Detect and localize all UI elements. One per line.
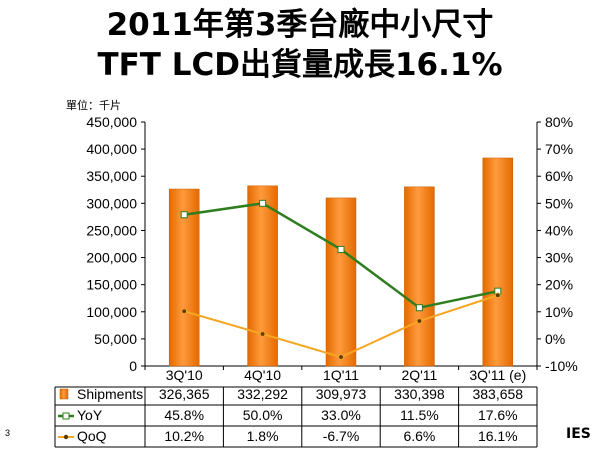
table-value-yoy: 17.6% xyxy=(478,407,518,423)
y-left-tick-label: 400,000 xyxy=(86,141,137,157)
y-right-tick-label: -10% xyxy=(545,358,578,374)
table-value-shipments: 330,398 xyxy=(394,386,445,402)
bar-shipments xyxy=(482,157,514,367)
table-value-yoy: 50.0% xyxy=(243,407,283,423)
legend-key-yoy-marker xyxy=(62,412,70,420)
legend-label-qoq: QoQ xyxy=(77,428,107,444)
point-yoy xyxy=(337,245,345,253)
y-right-tick-label: 0% xyxy=(545,331,565,347)
y-left-tick-label: 150,000 xyxy=(86,277,137,293)
table-value-qoq: 16.1% xyxy=(478,428,518,444)
y-right-tick-label: 60% xyxy=(545,168,573,184)
y-left-tick-label: 0 xyxy=(129,358,137,374)
point-qoq xyxy=(416,318,423,324)
y-right-tick-label: 50% xyxy=(545,195,573,211)
y-left-tick-label: 200,000 xyxy=(86,250,137,266)
category-label: 3Q'11 (e) xyxy=(469,367,526,383)
y-left-tick-label: 350,000 xyxy=(86,168,137,184)
y-right-tick-label: 10% xyxy=(545,304,573,320)
bar-shipments xyxy=(247,185,278,367)
category-label: 4Q'10 xyxy=(244,367,281,383)
y-left-tick-label: 50,000 xyxy=(94,331,137,347)
y-right-tick-label: 80% xyxy=(545,114,573,130)
company-logo: IES xyxy=(566,426,591,442)
table-value-qoq: 10.2% xyxy=(164,428,204,444)
point-qoq xyxy=(338,354,344,360)
table-value-shipments: 332,292 xyxy=(237,386,288,402)
category-label: 3Q'10 xyxy=(166,367,203,383)
table-value-shipments: 326,365 xyxy=(159,386,210,402)
point-qoq xyxy=(495,292,501,298)
table-value-qoq: -6.7% xyxy=(323,428,360,444)
table-value-yoy: 45.8% xyxy=(164,407,204,423)
point-yoy xyxy=(415,304,423,312)
y-right-tick-label: 30% xyxy=(545,250,573,266)
table-value-shipments: 309,973 xyxy=(316,386,367,402)
y-right-tick-label: 70% xyxy=(545,141,573,157)
legend-label-yoy: YoY xyxy=(77,407,103,423)
legend-key-qoq-marker xyxy=(63,434,69,440)
table-value-qoq: 6.6% xyxy=(403,428,435,444)
slide-title-line1: 2011年第3季台廠中小尺寸 xyxy=(106,7,494,43)
point-qoq xyxy=(181,308,187,314)
point-yoy xyxy=(180,211,188,219)
bar-shipments xyxy=(325,197,357,367)
bar-shipments xyxy=(168,188,200,367)
table-value-shipments: 383,658 xyxy=(472,386,523,402)
category-label: 2Q'11 xyxy=(401,367,437,383)
category-label: 1Q'11 xyxy=(323,367,359,383)
table-value-yoy: 33.0% xyxy=(321,407,361,423)
bar-shipments xyxy=(404,186,435,367)
point-yoy xyxy=(259,199,267,207)
y-left-tick-label: 100,000 xyxy=(86,304,137,320)
table-value-yoy: 11.5% xyxy=(400,407,439,423)
unit-label: 單位：千片 xyxy=(66,99,121,112)
legend-label-shipments: Shipments xyxy=(77,386,143,402)
legend-key-shipments xyxy=(59,388,69,400)
y-left-tick-label: 300,000 xyxy=(86,195,137,211)
table-value-qoq: 1.8% xyxy=(247,428,279,444)
point-qoq xyxy=(259,331,266,337)
slide-number: 3 xyxy=(5,428,11,438)
y-left-tick-label: 250,000 xyxy=(86,222,137,238)
y-left-tick-label: 450,000 xyxy=(86,114,137,130)
y-right-tick-label: 20% xyxy=(545,277,573,293)
slide-title-line2: TFT LCD出貨量成長16.1% xyxy=(97,47,503,83)
y-right-tick-label: 40% xyxy=(545,222,573,238)
